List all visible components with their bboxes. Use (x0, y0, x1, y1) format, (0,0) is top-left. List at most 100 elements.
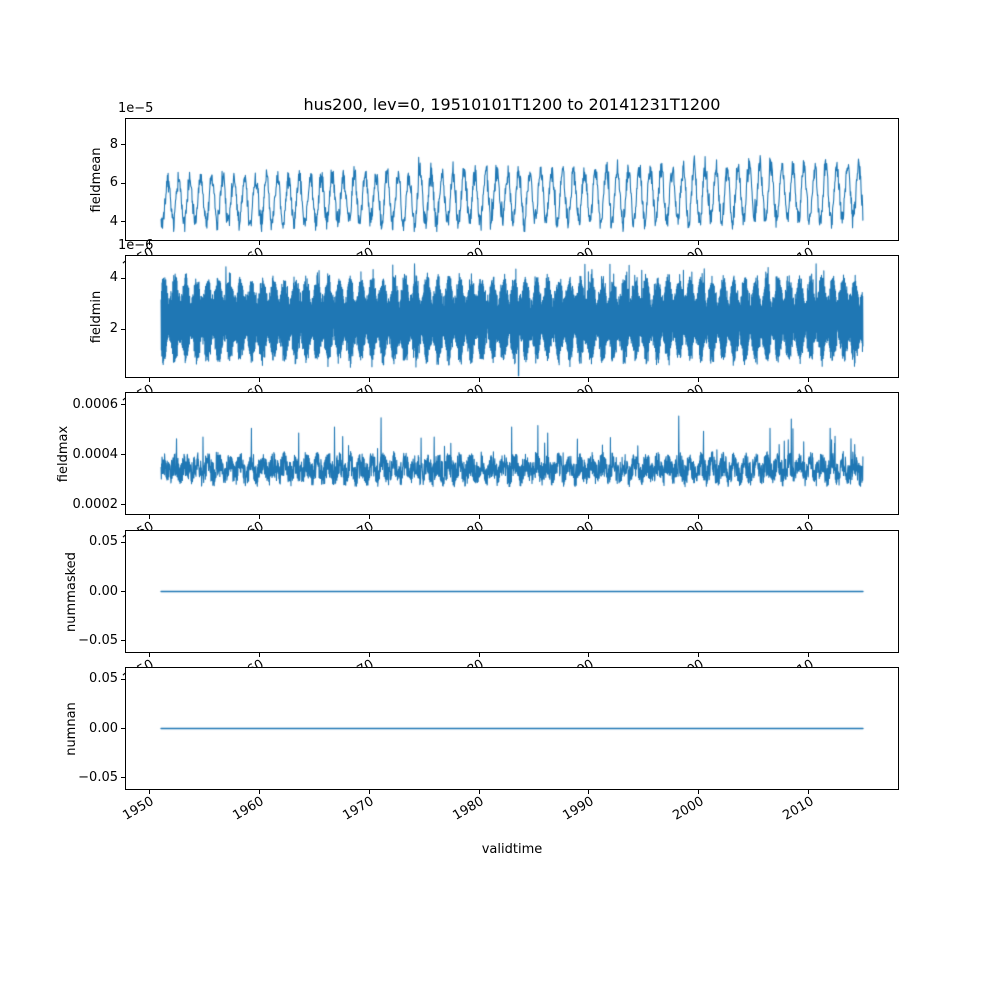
fieldmean-series-line (126, 119, 898, 240)
x-tick-label: 1980 (450, 657, 487, 687)
x-tick-mark (478, 515, 480, 519)
x-tick-mark (148, 653, 150, 657)
x-tick-mark (478, 790, 480, 794)
y-tick-label: 4 (109, 213, 118, 229)
x-tick-label: 1970 (340, 382, 377, 412)
x-tick-mark (478, 653, 480, 657)
y-axis-label-fieldmin: fieldmin (89, 290, 104, 343)
x-tick-label: 1960 (230, 245, 267, 275)
y-tick-label: 0.00 (89, 720, 118, 736)
y-tick-label: 4 (109, 270, 118, 286)
x-tick-label: 1970 (340, 794, 377, 824)
nummasked-series-line (126, 531, 898, 652)
y-axis-label-fieldmax: fieldmax (56, 425, 71, 482)
y-tick-mark (121, 591, 125, 592)
x-tick-label: 1990 (560, 519, 597, 549)
axes-fieldmean (125, 118, 899, 241)
x-tick-label: 2000 (670, 245, 707, 275)
x-tick-mark (588, 790, 590, 794)
x-tick-label: 1970 (340, 245, 377, 275)
x-tick-mark (808, 241, 810, 245)
x-tick-label: 1960 (230, 519, 267, 549)
y-tick-mark (121, 640, 125, 642)
x-axis-label: validtime (481, 842, 543, 857)
x-tick-mark (368, 378, 370, 382)
y-tick-mark (121, 678, 125, 680)
x-tick-mark (148, 241, 150, 245)
x-tick-label: 2010 (780, 657, 817, 687)
x-tick-mark (368, 653, 370, 657)
fieldmin-series-line (126, 256, 898, 377)
y-tick-label: −0.05 (78, 632, 118, 648)
x-tick-label: 2000 (670, 657, 707, 687)
x-tick-label: 1970 (340, 519, 377, 549)
x-tick-mark (478, 241, 480, 245)
x-tick-mark (808, 790, 810, 794)
x-tick-mark (588, 241, 590, 245)
x-tick-mark (368, 515, 370, 519)
x-tick-mark (478, 378, 480, 382)
y-tick-label: 0.0004 (72, 446, 119, 462)
x-tick-mark (148, 378, 150, 382)
x-tick-label: 1980 (450, 382, 487, 412)
x-tick-mark (588, 653, 590, 657)
x-tick-mark (258, 515, 260, 519)
y-tick-mark (121, 404, 125, 406)
y-tick-mark (121, 277, 125, 279)
fieldmax-series-line (126, 393, 898, 514)
x-tick-label: 2000 (670, 519, 707, 549)
y-tick-label: 0.05 (89, 671, 118, 687)
x-tick-mark (258, 241, 260, 245)
y-tick-mark (121, 454, 125, 456)
x-tick-mark (698, 378, 700, 382)
x-tick-mark (258, 653, 260, 657)
x-tick-label: 1950 (120, 382, 157, 412)
x-tick-mark (588, 515, 590, 519)
x-tick-label: 2010 (780, 794, 817, 824)
x-tick-label: 1950 (120, 245, 157, 275)
x-tick-mark (148, 790, 150, 794)
y-tick-label: 0.05 (89, 534, 118, 550)
x-tick-label: 1980 (450, 519, 487, 549)
x-tick-label: 1990 (560, 657, 597, 687)
y-axis-label-numnan: numnan (64, 701, 79, 756)
x-tick-label: 2010 (780, 382, 817, 412)
x-tick-label: 1960 (230, 657, 267, 687)
y-tick-mark (121, 504, 125, 506)
x-tick-label: 1950 (120, 519, 157, 549)
y-tick-mark (121, 328, 125, 330)
x-tick-mark (698, 515, 700, 519)
x-tick-label: 1990 (560, 382, 597, 412)
x-tick-mark (808, 378, 810, 382)
y-tick-label: 2 (109, 321, 118, 337)
numnan-series-line (126, 668, 898, 789)
axes-numnan (125, 667, 899, 790)
x-tick-label: 1960 (230, 794, 267, 824)
x-tick-label: 2000 (670, 794, 707, 824)
fieldmin-offset-text: 1e−6 (118, 238, 154, 253)
x-tick-mark (368, 241, 370, 245)
x-tick-mark (808, 515, 810, 519)
chart-title: hus200, lev=0, 19510101T1200 to 20141231… (303, 95, 721, 114)
x-tick-label: 1950 (120, 657, 157, 687)
x-tick-label: 1990 (560, 245, 597, 275)
x-tick-mark (258, 790, 260, 794)
x-tick-mark (148, 515, 150, 519)
axes-fieldmax (125, 392, 899, 515)
x-tick-label: 1950 (120, 794, 157, 824)
y-tick-label: 6 (109, 175, 118, 191)
x-tick-label: 1990 (560, 794, 597, 824)
y-tick-mark (121, 777, 125, 779)
x-tick-label: 2010 (780, 245, 817, 275)
x-tick-mark (698, 653, 700, 657)
x-tick-label: 2000 (670, 382, 707, 412)
y-tick-mark (121, 182, 125, 184)
x-tick-mark (698, 790, 700, 794)
axes-nummasked (125, 530, 899, 653)
x-tick-mark (698, 241, 700, 245)
x-tick-label: 1970 (340, 657, 377, 687)
y-tick-mark (121, 541, 125, 543)
x-tick-mark (588, 378, 590, 382)
y-tick-label: 0.0006 (72, 396, 119, 412)
